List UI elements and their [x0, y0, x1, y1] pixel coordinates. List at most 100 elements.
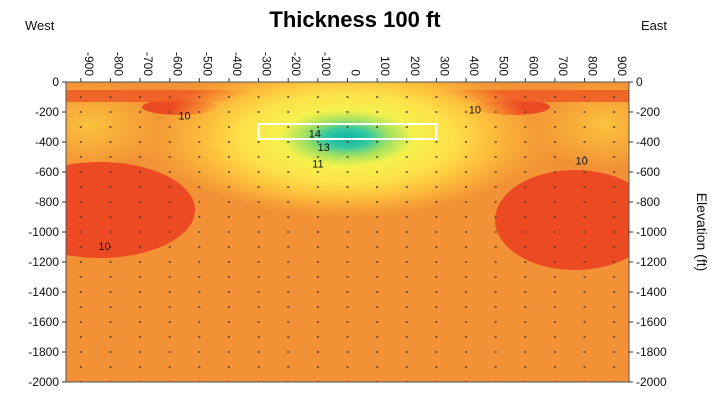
grid-point — [524, 306, 527, 308]
grid-point — [227, 291, 230, 293]
x-tick-label: -500 — [200, 52, 214, 76]
grid-point — [198, 261, 201, 263]
y-tick-label-right: -1000 — [636, 225, 667, 239]
grid-point — [553, 186, 556, 188]
grid-point — [553, 276, 556, 278]
grid-point — [198, 201, 201, 203]
contour-label: 10 — [98, 241, 110, 253]
grid-point — [346, 186, 349, 188]
grid-point — [583, 231, 586, 233]
grid-point — [435, 111, 438, 113]
y-tick-label-right: -2000 — [636, 375, 667, 389]
grid-point — [376, 96, 379, 98]
grid-point — [109, 261, 112, 263]
grid-point — [316, 216, 319, 218]
y-tick-label-right: -1600 — [636, 315, 667, 329]
grid-point — [79, 216, 82, 218]
grid-point — [405, 321, 408, 323]
contour-label: 10 — [178, 111, 190, 123]
grid-point — [139, 246, 142, 248]
x-tick-label: 700 — [556, 56, 570, 76]
grid-point — [139, 336, 142, 338]
grid-point — [79, 171, 82, 173]
x-tick-label: -300 — [260, 52, 274, 76]
grid-point — [316, 186, 319, 188]
grid-point — [168, 171, 171, 173]
grid-point — [139, 306, 142, 308]
grid-point — [198, 321, 201, 323]
grid-point — [376, 201, 379, 203]
grid-point — [435, 171, 438, 173]
y-tick-label-right: -1200 — [636, 255, 667, 269]
grid-point — [79, 141, 82, 143]
grid-point — [316, 156, 319, 158]
x-tick-label: -400 — [230, 52, 244, 76]
grid-point — [553, 261, 556, 263]
grid-point — [435, 201, 438, 203]
grid-point — [524, 96, 527, 98]
grid-point — [109, 321, 112, 323]
grid-point — [346, 261, 349, 263]
grid-point — [168, 306, 171, 308]
grid-point — [376, 261, 379, 263]
y-tick-label-right: -200 — [636, 105, 660, 119]
contour-label: 10 — [469, 105, 481, 117]
grid-point — [227, 141, 230, 143]
grid-point — [435, 231, 438, 233]
grid-point — [257, 336, 260, 338]
grid-point — [435, 351, 438, 353]
grid-point — [198, 171, 201, 173]
grid-point — [405, 126, 408, 128]
grid-point — [524, 321, 527, 323]
grid-point — [524, 216, 527, 218]
grid-point — [524, 156, 527, 158]
grid-point — [435, 261, 438, 263]
grid-point — [613, 291, 616, 293]
grid-point — [524, 366, 527, 368]
grid-point — [287, 141, 290, 143]
grid-point — [257, 231, 260, 233]
grid-point — [583, 186, 586, 188]
grid-point — [613, 156, 616, 158]
grid-point — [139, 141, 142, 143]
grid-point — [613, 276, 616, 278]
x-tick-label: 0 — [349, 69, 363, 76]
y-tick-label-left: 0 — [52, 75, 59, 89]
grid-point — [198, 366, 201, 368]
grid-point — [257, 186, 260, 188]
grid-point — [376, 291, 379, 293]
grid-point — [79, 336, 82, 338]
grid-point — [79, 321, 82, 323]
grid-point — [316, 96, 319, 98]
grid-point — [287, 321, 290, 323]
upper-left-warm-band — [66, 82, 160, 170]
grid-point — [494, 321, 497, 323]
grid-point — [168, 141, 171, 143]
grid-point — [553, 366, 556, 368]
grid-point — [168, 201, 171, 203]
grid-point — [613, 261, 616, 263]
grid-point — [168, 321, 171, 323]
grid-point — [524, 186, 527, 188]
grid-point — [494, 96, 497, 98]
grid-point — [139, 231, 142, 233]
grid-point — [79, 261, 82, 263]
grid-point — [109, 111, 112, 113]
grid-point — [465, 126, 468, 128]
grid-point — [494, 276, 497, 278]
grid-point — [435, 186, 438, 188]
grid-point — [524, 141, 527, 143]
grid-point — [198, 111, 201, 113]
grid-point — [583, 291, 586, 293]
x-tick-label: -900 — [82, 52, 96, 76]
grid-point — [257, 366, 260, 368]
grid-point — [376, 351, 379, 353]
grid-point — [287, 216, 290, 218]
x-tick-label: -600 — [171, 52, 185, 76]
grid-point — [553, 96, 556, 98]
grid-point — [613, 111, 616, 113]
y-axis-label: Elevation (ft) — [694, 193, 710, 272]
grid-point — [139, 201, 142, 203]
grid-point — [139, 321, 142, 323]
grid-point — [583, 261, 586, 263]
